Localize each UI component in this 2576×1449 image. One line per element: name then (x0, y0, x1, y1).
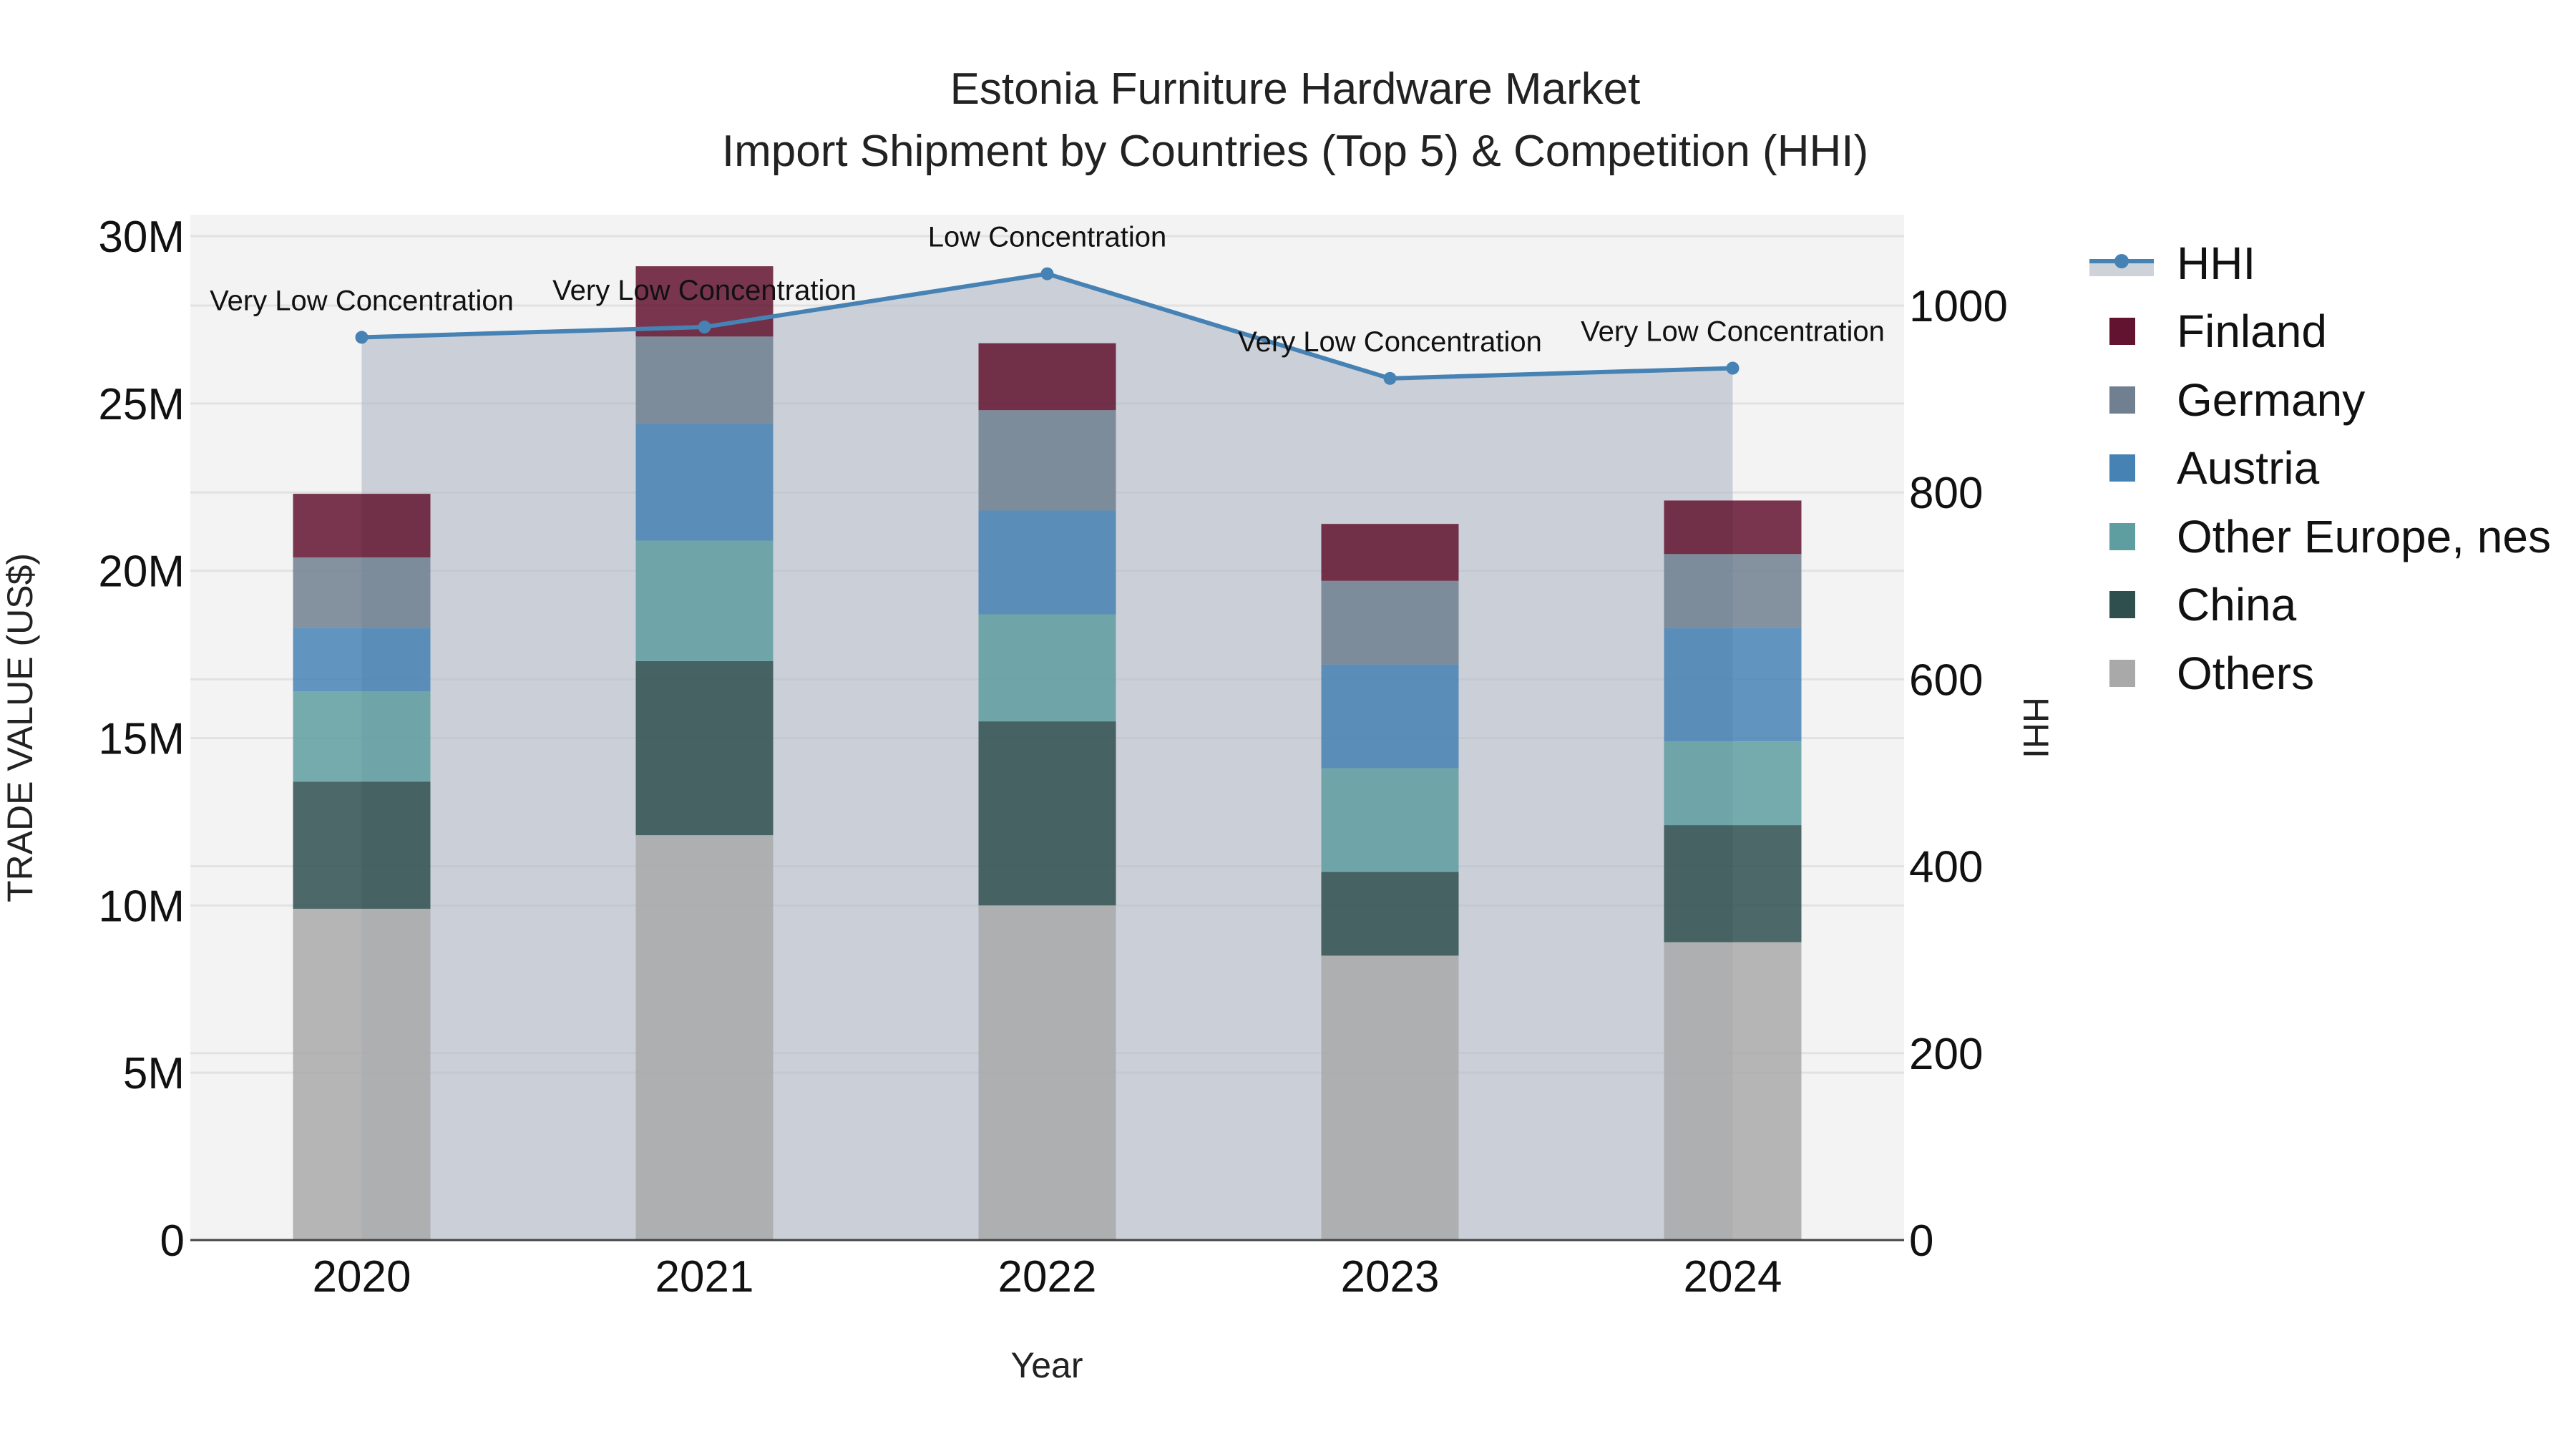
bar-segment-germany (1664, 554, 1802, 628)
bar-segment-china (1664, 825, 1802, 942)
legend-label: Other Europe, nes (2177, 510, 2551, 562)
hhi-annotation: Very Low Concentration (552, 275, 857, 306)
legend-label: HHI (2177, 237, 2256, 289)
bar-segment-others (978, 905, 1116, 1240)
legend-label: Others (2177, 647, 2315, 699)
legend-label: Germany (2177, 374, 2366, 426)
legend-line-marker-icon (2089, 249, 2154, 278)
hhi-annotation: Low Concentration (928, 222, 1167, 253)
x-axis-label: Year (1010, 1345, 1083, 1385)
legend-item-finland[interactable]: Finland (2075, 298, 2551, 366)
bar-segment-china (1321, 872, 1459, 956)
legend-label: Austria (2177, 442, 2320, 494)
bar-segment-other-europe-nes (1321, 768, 1459, 872)
x-tick: 2023 (1341, 1252, 1440, 1302)
y-left-tick: 20M (98, 547, 185, 597)
hhi-line (355, 267, 1740, 385)
hhi-marker (1726, 361, 1740, 375)
bar-segment-others (635, 835, 774, 1240)
x-tick: 2020 (313, 1252, 411, 1302)
y-right-tick: 200 (1909, 1030, 1983, 1079)
hhi-marker (698, 321, 711, 334)
bar-segment-finland (293, 494, 431, 557)
y-right-tick: 600 (1909, 655, 1983, 705)
hhi-marker (355, 331, 369, 344)
legend-item-austria[interactable]: Austria (2075, 434, 2551, 503)
bar-segment-china (978, 721, 1116, 906)
y-left-tick: 5M (123, 1049, 185, 1098)
y-left-tick: 0 (160, 1216, 185, 1266)
bar-segment-china (293, 781, 431, 909)
y-left-tick: 15M (98, 715, 185, 764)
legend-item-china[interactable]: China (2075, 571, 2551, 640)
x-tick: 2024 (1684, 1252, 1782, 1302)
bar-segment-other-europe-nes (293, 691, 431, 782)
y-right-tick: 0 (1909, 1216, 1933, 1266)
bar-segment-others (1321, 955, 1459, 1240)
bar-segment-china (635, 660, 774, 836)
hhi-marker (1383, 371, 1397, 385)
x-tick: 2021 (655, 1252, 754, 1302)
legend-label: China (2177, 579, 2297, 631)
legend-swatch-icon (2109, 659, 2135, 687)
stacked-bars (293, 266, 1802, 1240)
legend: HHI Finland Germany Austria Other Europe, ne… (2075, 229, 2551, 708)
chart-title-line2: Import Shipment by Countries (Top 5) & C… (722, 127, 1868, 176)
hhi-annotation: Very Low Concentration (1581, 316, 1885, 348)
bar-segment-austria (1664, 628, 1802, 742)
legend-label: Finland (2177, 306, 2327, 358)
x-tick: 2022 (998, 1252, 1097, 1302)
bar-segment-germany (635, 336, 774, 424)
legend-swatch-icon (2109, 454, 2135, 482)
bar-segment-germany (1321, 580, 1459, 665)
y-left-tick: 30M (98, 213, 185, 262)
legend-item-others[interactable]: Others (2075, 639, 2551, 708)
legend-swatch-icon (2109, 522, 2135, 550)
legend-swatch-icon (2109, 386, 2135, 414)
chart-title-line1: Estonia Furniture Hardware Market (950, 64, 1641, 114)
x-axis-ticks: 2020 2021 2022 2023 2024 (313, 1252, 1782, 1302)
y-left-tick: 25M (98, 380, 185, 429)
legend-item-hhi[interactable]: HHI (2075, 229, 2551, 298)
bar-segment-austria (1321, 664, 1459, 769)
hhi-marker (1040, 267, 1054, 280)
hhi-annotation: Very Low Concentration (210, 285, 514, 316)
bar-segment-other-europe-nes (1664, 741, 1802, 826)
y-right-tick: 1000 (1909, 282, 2008, 331)
bar-segment-austria (293, 628, 431, 692)
bar-segment-germany (978, 410, 1116, 511)
y-right-tick: 800 (1909, 469, 1983, 518)
y-axis-left-ticks: 0 5M 10M 15M 20M 25M 30M (98, 213, 185, 1266)
hhi-annotations: Very Low Concentration Very Low Concentra… (210, 222, 1885, 358)
bar-segment-others (293, 909, 431, 1240)
bar-segment-other-europe-nes (635, 540, 774, 661)
legend-swatch-icon (2109, 591, 2135, 619)
bar-segment-others (1664, 942, 1802, 1240)
bar-segment-finland (1664, 500, 1802, 555)
bar-segment-austria (978, 510, 1116, 615)
legend-item-germany[interactable]: Germany (2075, 366, 2551, 434)
bar-segment-finland (978, 343, 1116, 411)
bar-segment-finland (1321, 524, 1459, 581)
bar-segment-germany (293, 557, 431, 628)
legend-swatch-icon (2109, 318, 2135, 346)
legend-item-other-europe-nes[interactable]: Other Europe, nes (2075, 502, 2551, 571)
hhi-annotation: Very Low Concentration (1238, 326, 1542, 358)
y-right-tick: 400 (1909, 843, 1983, 892)
bar-segment-other-europe-nes (978, 614, 1116, 722)
y-left-tick: 10M (98, 882, 185, 931)
y-axis-right-label: HHI (2016, 697, 2056, 758)
y-axis-left-label: TRADE VALUE (US$) (0, 553, 40, 902)
bar-segment-austria (635, 423, 774, 541)
y-axis-right-ticks: 0 200 400 600 800 1000 (1909, 282, 2008, 1266)
